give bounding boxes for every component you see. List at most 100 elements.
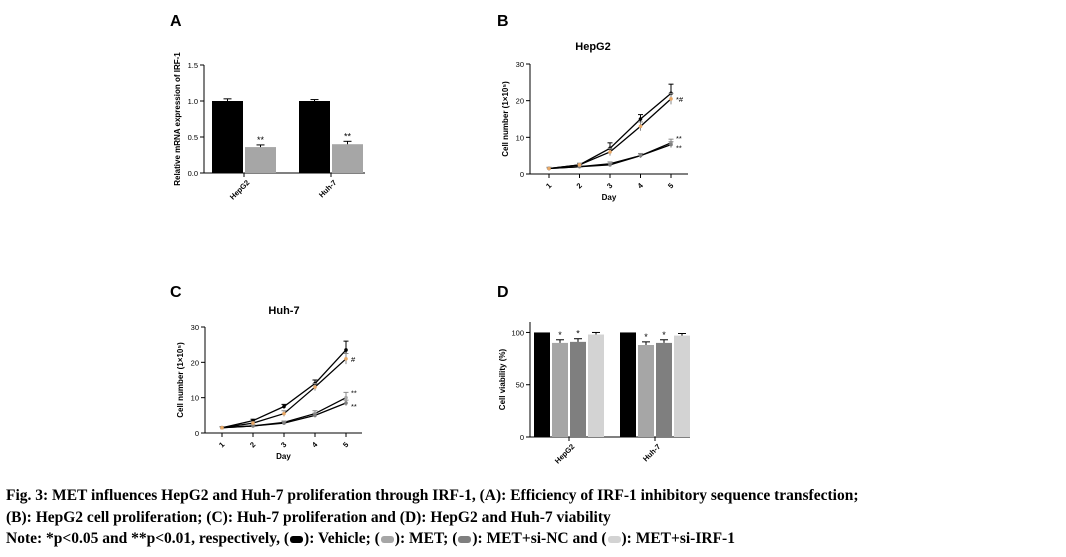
chart-a-irf1-expression: 0.0 0.5 1.0 1.5 Relative mRNA expression of … xyxy=(173,52,365,202)
chart-b-x-tick-label: 4 xyxy=(636,180,646,190)
chart-a-bar xyxy=(212,101,243,173)
chart-c-x-tick-label: 4 xyxy=(310,439,320,449)
chart-a-x-tick-label: HepG2 xyxy=(228,178,251,201)
legend-swatch-met-si-nc xyxy=(458,535,472,543)
chart-d-x-tick-label: HepG2 xyxy=(553,442,576,465)
chart-d-significance-mark: * xyxy=(644,332,648,342)
chart-c-y-tick-label: 30 xyxy=(191,323,199,332)
chart-a-significance-mark: ** xyxy=(257,135,265,145)
panel-b-title: HepG2 xyxy=(575,41,610,53)
chart-c-x-tick-label: 5 xyxy=(341,440,350,449)
chart-d-bar xyxy=(534,332,550,437)
caption-note: Note: *p<0.05 and **p<0.01, respectively… xyxy=(6,529,735,549)
chart-b-y-axis-label: Cell number (1×10⁵) xyxy=(501,81,510,157)
chart-d-bar xyxy=(674,335,690,437)
chart-c-data-point xyxy=(282,411,286,416)
chart-c-y-tick-label: 0 xyxy=(195,429,199,438)
chart-c-data-point xyxy=(282,404,286,409)
chart-c-significance-mark: ** xyxy=(351,402,357,411)
chart-a-y-tick-label: 0.0 xyxy=(188,169,198,178)
chart-d-bar xyxy=(570,341,586,437)
chart-d-significance-mark: * xyxy=(662,330,666,340)
chart-c-data-point xyxy=(251,424,255,428)
figure-panels: A B HepG2 C Huh-7 D 0.0 0.5 1.0 1.5 Relative… xyxy=(170,13,690,466)
chart-a-bar xyxy=(332,144,363,173)
legend-swatch-vehicle xyxy=(290,535,304,543)
chart-b-x-axis-label: Day xyxy=(602,193,617,202)
chart-b-data-point xyxy=(547,166,551,171)
chart-b-data-point xyxy=(608,150,612,154)
chart-b-data-point xyxy=(638,153,643,158)
chart-c-series-line xyxy=(221,358,347,429)
chart-a-bar xyxy=(299,101,330,173)
chart-c-y-tick-label: 10 xyxy=(191,394,199,403)
chart-c-data-point xyxy=(344,401,348,405)
chart-d-x-tick-label: Huh-7 xyxy=(641,442,662,463)
chart-d-bar xyxy=(588,334,604,437)
chart-a-y-tick-label: 0.5 xyxy=(188,133,198,142)
panel-letter-c: C xyxy=(170,284,182,301)
chart-b-data-point xyxy=(638,117,643,121)
chart-b-significance-mark: *# xyxy=(676,95,684,104)
chart-b-x-tick-label: 1 xyxy=(544,181,553,190)
chart-d-y-tick-label: 50 xyxy=(516,381,524,390)
chart-b-y-tick-label: 30 xyxy=(516,60,524,69)
chart-b-series-line xyxy=(548,92,672,170)
chart-d-bar xyxy=(552,342,568,437)
chart-b-x-tick-label: 5 xyxy=(666,181,675,190)
chart-c-data-point xyxy=(282,421,286,425)
chart-c-significance-mark: # xyxy=(351,355,356,364)
chart-a-y-axis-label: Relative mRNA expression of IRF-1 xyxy=(173,52,182,186)
chart-a-y-tick-label: 1.5 xyxy=(188,61,198,70)
note-vehicle: ): Vehicle; ( xyxy=(304,530,380,547)
chart-b-data-point xyxy=(608,163,612,167)
chart-c-y-axis-label: Cell number (1×10⁵) xyxy=(176,342,185,418)
chart-b-y-tick-label: 0 xyxy=(520,170,524,179)
chart-d-bar xyxy=(656,342,672,437)
note-prefix: Note: *p<0.05 and **p<0.01, respectively… xyxy=(6,530,290,547)
legend-swatch-met-si-irf1 xyxy=(607,535,621,543)
panel-letter-d: D xyxy=(497,284,509,301)
chart-d-bar xyxy=(638,345,654,437)
chart-b-data-point xyxy=(638,124,643,129)
chart-c-data-point xyxy=(251,421,255,425)
legend-swatch-met xyxy=(380,535,394,543)
chart-b-significance-mark: ** xyxy=(676,134,682,143)
chart-a-significance-mark: ** xyxy=(344,131,352,141)
chart-c-data-point xyxy=(344,395,348,400)
chart-c-x-tick-label: 1 xyxy=(217,440,226,449)
chart-c-data-point xyxy=(220,425,224,430)
chart-b-y-tick-label: 10 xyxy=(516,133,524,142)
note-met-si-nc: ): MET+si-NC and ( xyxy=(472,530,607,547)
chart-c-x-axis-label: Day xyxy=(276,452,291,461)
chart-c-x-tick-label: 2 xyxy=(248,440,257,449)
chart-b-data-point xyxy=(669,142,673,147)
chart-a-y-tick-label: 1.0 xyxy=(188,97,198,106)
chart-d-y-axis-label: Cell viability (%) xyxy=(498,348,507,410)
note-met-si-irf1: ): MET+si-IRF-1 xyxy=(621,530,735,547)
chart-d-bar xyxy=(620,332,636,437)
chart-d-significance-mark: * xyxy=(576,329,580,339)
chart-c-x-tick-label: 3 xyxy=(279,440,288,449)
chart-c-data-point xyxy=(344,348,348,352)
chart-d-y-tick-label: 100 xyxy=(511,328,524,337)
chart-b-x-tick-label: 3 xyxy=(605,181,614,190)
chart-b-data-point xyxy=(577,163,582,167)
chart-c-y-tick-label: 20 xyxy=(191,358,199,367)
chart-c-data-point xyxy=(313,385,317,389)
caption-line-1: Fig. 3: MET influences HepG2 and Huh-7 p… xyxy=(6,487,859,504)
chart-d-y-tick-label: 0 xyxy=(520,433,524,442)
chart-d-significance-mark: * xyxy=(558,330,562,340)
chart-b-hepg2-proliferation: 0 10 20 30 Cell number (1×10⁵) 1 2 3 4 5 Day **** *# xyxy=(501,60,688,202)
chart-c-huh7-proliferation: 0 10 20 30 Cell number (1×10⁵) 1 2 3 4 5 Day ** ** # xyxy=(176,323,362,461)
chart-b-y-tick-label: 20 xyxy=(516,97,524,106)
caption-line-2: (B): HepG2 cell proliferation; (C): Huh-… xyxy=(6,509,611,526)
chart-c-data-point xyxy=(313,413,317,418)
panel-letter-b: B xyxy=(497,13,509,30)
chart-a-bar xyxy=(245,147,276,173)
panel-c-title: Huh-7 xyxy=(268,305,299,317)
chart-c-data-point xyxy=(344,357,348,361)
chart-b-x-tick-label: 2 xyxy=(575,181,584,190)
chart-d-viability: 0 50 100 Cell viability (%) * * HepG2 * * Huh-7 xyxy=(498,322,690,466)
panel-letter-a: A xyxy=(170,13,182,30)
